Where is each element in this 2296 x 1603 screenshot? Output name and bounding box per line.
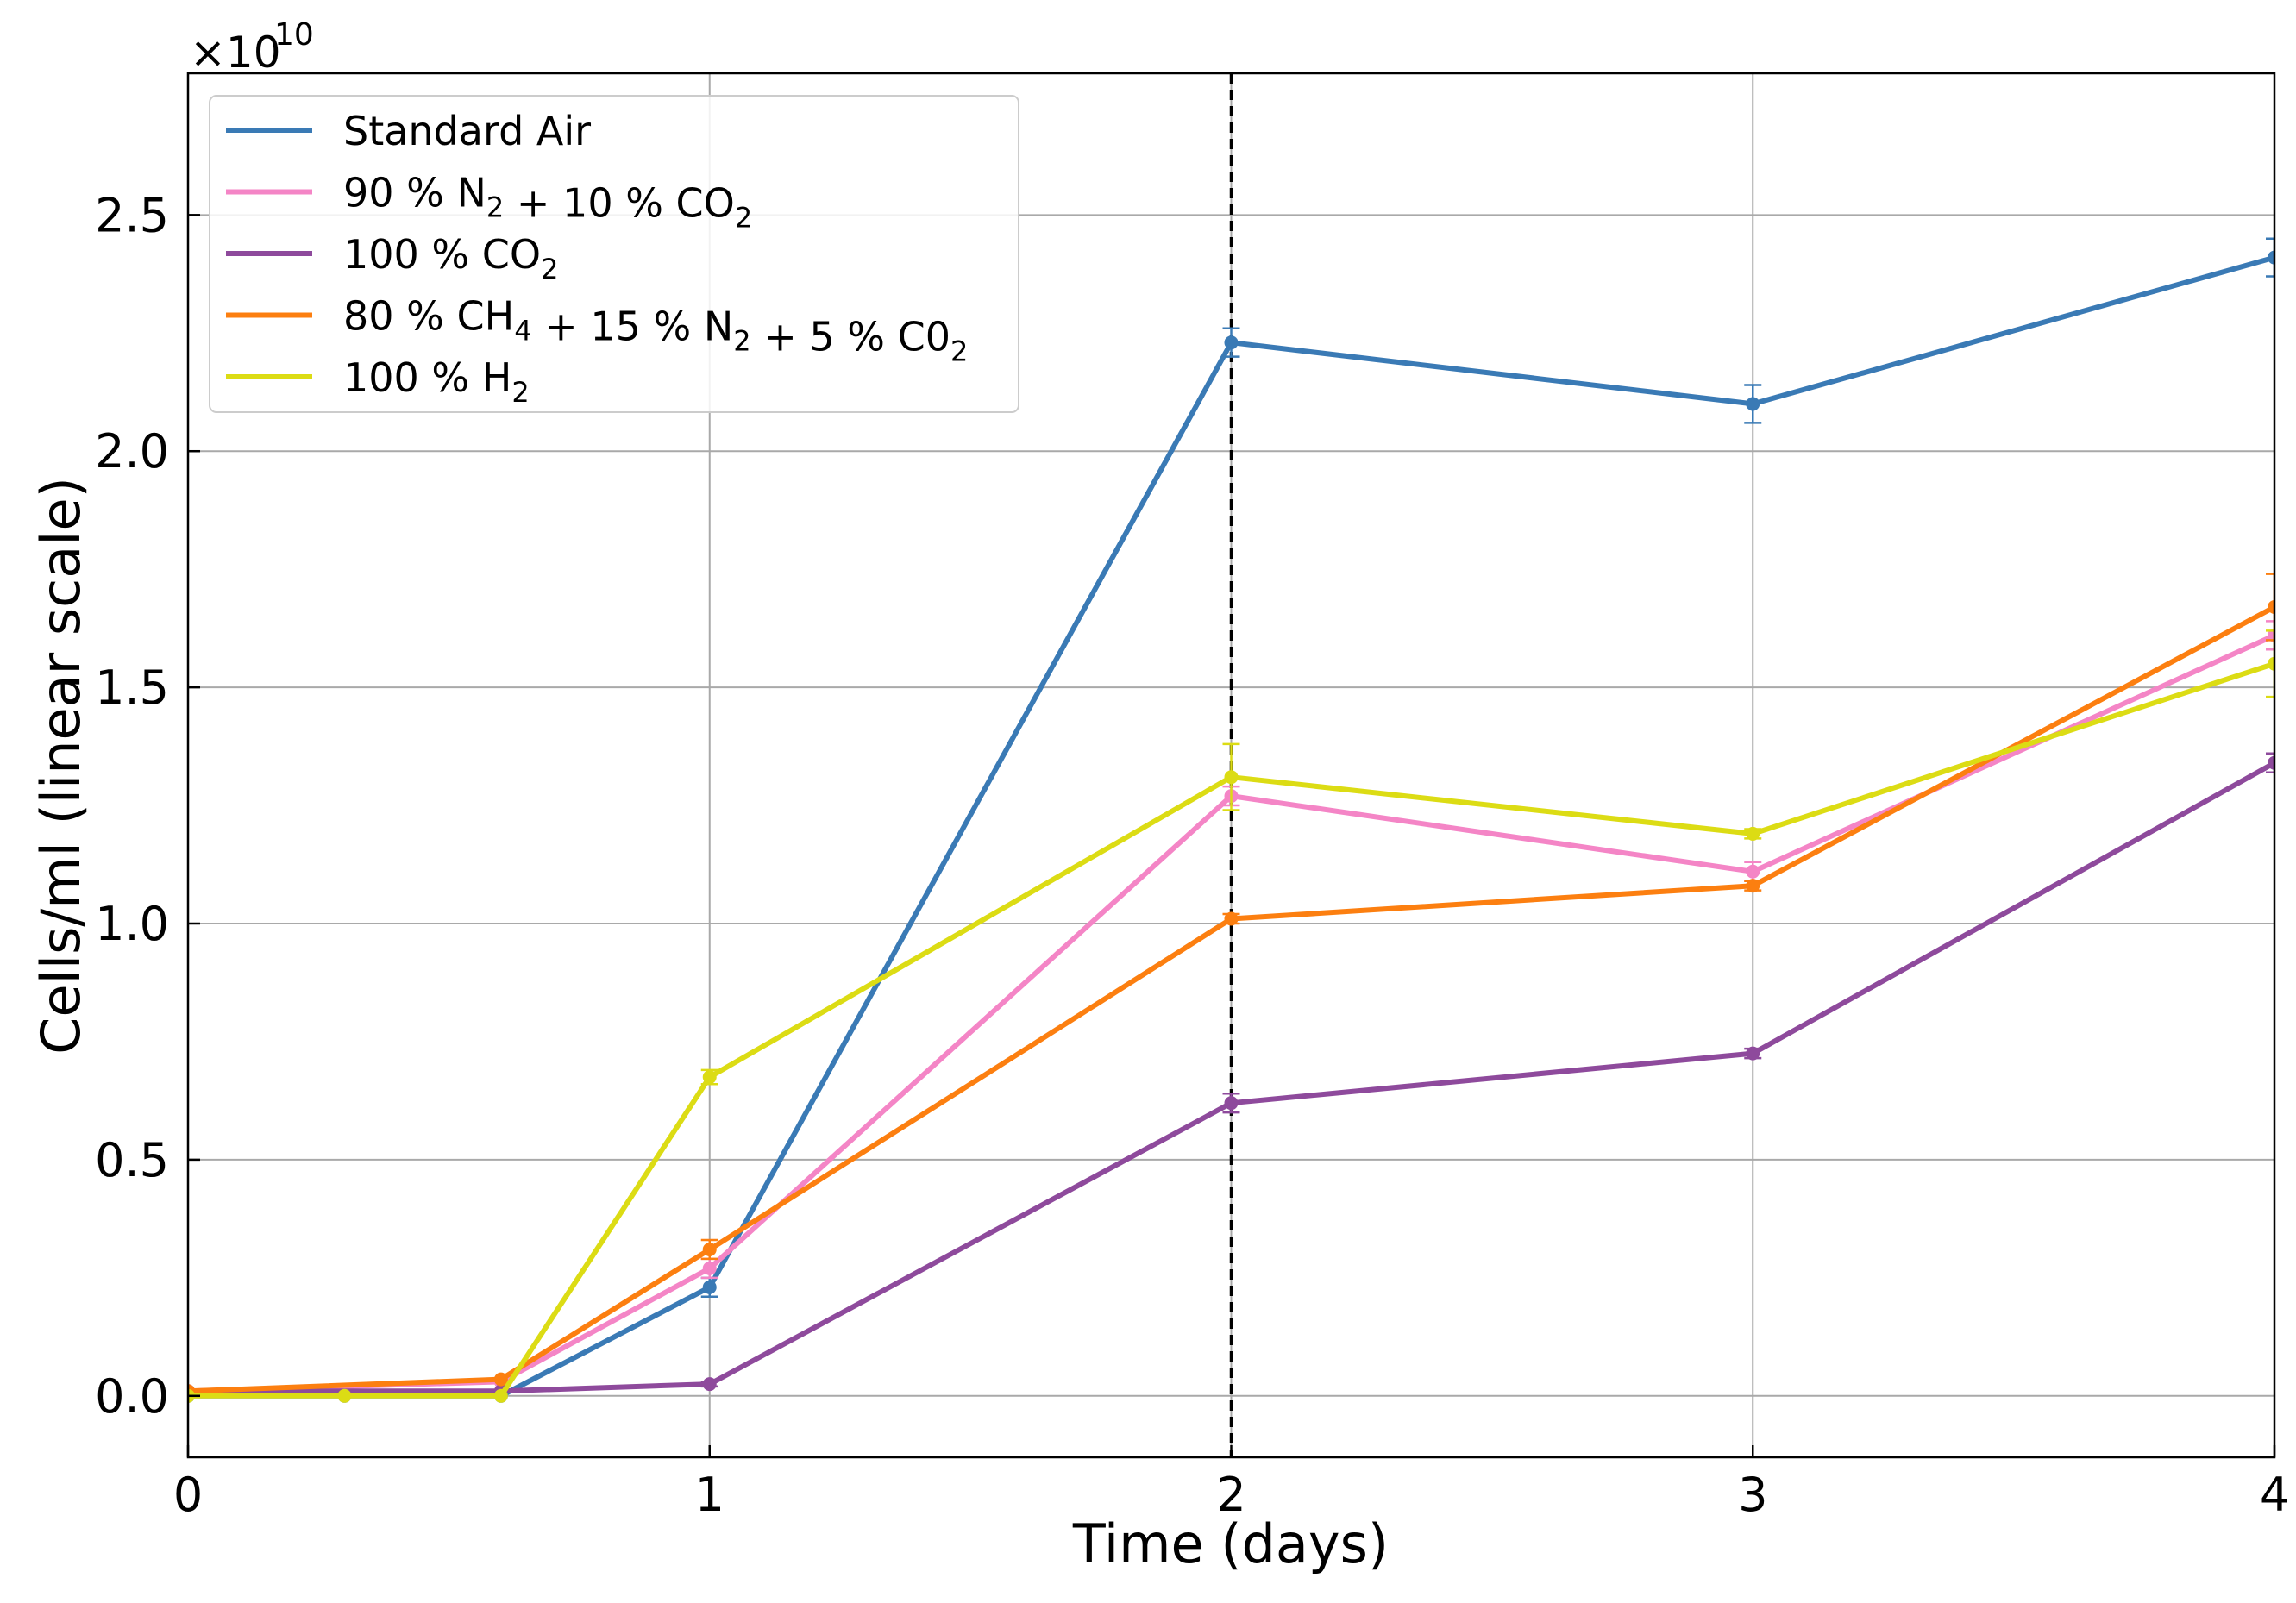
legend-box: [209, 95, 1019, 413]
x-tick-label: 3: [1738, 1468, 1767, 1522]
series-line: [188, 604, 2274, 1394]
legend-label: Standard Air: [343, 108, 591, 154]
series-line: [188, 761, 2274, 1394]
data-point: [1746, 397, 1760, 411]
legend-item: Standard Air: [226, 108, 591, 154]
y-tick-label: 1.0: [95, 897, 169, 951]
y-multiplier: ×10 10: [190, 17, 314, 78]
data-point: [1746, 864, 1760, 879]
data-point: [702, 1261, 717, 1275]
axis-ticks: 0 1 2 3 4 0.0 0.5 1.0 1.5 2.0 2.5: [95, 188, 2289, 1522]
legend-label: 100 % H2: [343, 354, 530, 409]
y-tick-label: 0.0: [95, 1369, 169, 1424]
y-axis-label: Cells/ml (linear scale): [29, 477, 92, 1055]
y-tick-label: 1.5: [95, 661, 169, 715]
data-point: [1224, 1096, 1239, 1111]
series-4: [188, 573, 2274, 1399]
x-tick-label: 0: [173, 1468, 203, 1522]
data-point: [493, 1372, 508, 1387]
y-multiplier-label: ×10: [190, 28, 281, 78]
x-tick-label: 1: [695, 1468, 725, 1522]
data-point: [2268, 599, 2274, 614]
data-point: [1746, 1046, 1760, 1061]
data-point: [702, 1242, 717, 1256]
data-point: [1224, 770, 1239, 785]
legend-label: 100 % CO2: [343, 231, 558, 285]
data-point: [1224, 335, 1239, 350]
legend-item: 80 % CH4 + 15 % N2 + 5 % C02: [226, 293, 968, 368]
data-point: [2268, 656, 2274, 671]
legend-item: 100 % H2: [226, 354, 530, 409]
data-point: [702, 1070, 717, 1085]
data-point: [1746, 826, 1760, 841]
data-point: [2268, 755, 2274, 770]
data-point: [2268, 628, 2274, 642]
data-point: [702, 1377, 717, 1392]
data-point: [493, 1388, 508, 1403]
y-tick-label: 0.5: [95, 1133, 169, 1187]
y-tick-label: 2.5: [95, 188, 169, 242]
data-point: [1224, 911, 1239, 926]
data-point: [2268, 250, 2274, 265]
legend-item: 90 % N2 + 10 % CO2: [226, 170, 752, 235]
data-point: [1746, 879, 1760, 893]
y-tick-label: 2.0: [95, 424, 169, 479]
data-point: [702, 1280, 717, 1294]
legend-label: 90 % N2 + 10 % CO2: [343, 170, 752, 235]
y-multiplier-exponent: 10: [274, 17, 314, 53]
series-5: [188, 629, 2274, 1403]
series-layer: [188, 237, 2274, 1403]
legend-label: 80 % CH4 + 15 % N2 + 5 % C02: [343, 293, 968, 368]
data-point: [337, 1388, 352, 1403]
x-tick-label: 4: [2260, 1468, 2289, 1522]
x-axis-label: Time (days): [1072, 1512, 1389, 1575]
legend-item: 100 % CO2: [226, 231, 558, 285]
x-tick-label: 2: [1216, 1468, 1245, 1522]
